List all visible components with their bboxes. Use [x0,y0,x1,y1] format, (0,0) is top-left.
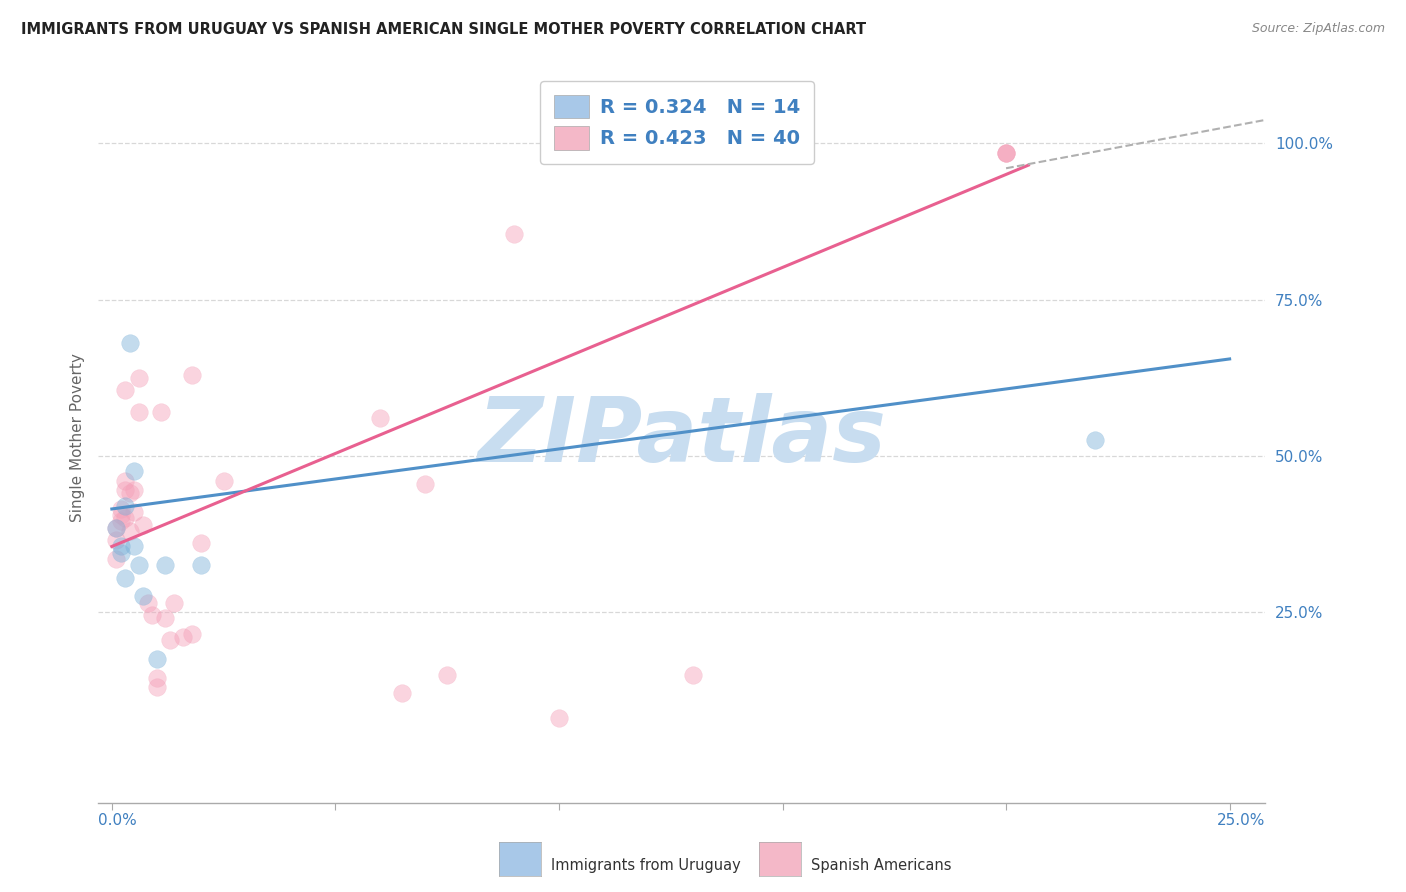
Point [136,596,159,610]
Point [155,558,177,573]
Point [145,671,167,685]
Text: Source: ZipAtlas.com: Source: ZipAtlas.com [1251,22,1385,36]
Point [118,524,141,538]
Text: Spanish Americans: Spanish Americans [811,858,952,872]
Point [118,336,141,351]
Text: 0.0%: 0.0% [98,814,138,829]
Point [141,608,163,623]
Point [114,511,136,525]
Point [368,411,391,425]
Point [190,558,212,573]
Point [172,630,194,644]
Point [110,508,132,523]
Point [110,546,132,560]
Point [105,521,128,535]
Point [413,477,436,491]
Point [163,596,186,610]
Point [682,667,704,681]
Point [128,370,150,384]
Point [181,627,204,641]
Text: ZIPatlas: ZIPatlas [478,393,886,481]
Point [128,558,150,573]
Point [114,499,136,513]
Point [118,486,141,500]
Point [114,571,136,585]
Text: IMMIGRANTS FROM URUGUAY VS SPANISH AMERICAN SINGLE MOTHER POVERTY CORRELATION CH: IMMIGRANTS FROM URUGUAY VS SPANISH AMERI… [21,22,866,37]
Point [995,145,1018,160]
Point [114,474,136,488]
Point [155,611,177,625]
Point [1084,434,1107,448]
Point [105,552,128,566]
Point [122,505,145,519]
Point [181,368,204,382]
Point [114,483,136,498]
Point [128,405,150,419]
Point [995,145,1018,160]
Point [995,145,1018,160]
Point [122,483,145,498]
Legend: R = 0.324   N = 14, R = 0.423   N = 40: R = 0.324 N = 14, R = 0.423 N = 40 [540,81,814,163]
Point [145,680,167,694]
Text: Immigrants from Uruguay: Immigrants from Uruguay [551,858,741,872]
Point [132,517,155,532]
Point [110,540,132,554]
Point [105,533,128,548]
Point [436,667,458,681]
Point [159,633,181,648]
Y-axis label: Single Mother Poverty: Single Mother Poverty [69,352,84,522]
Point [110,515,132,529]
Point [391,686,413,700]
Point [548,711,571,725]
Point [150,405,173,419]
Point [122,465,145,479]
Point [110,502,132,516]
Point [114,383,136,397]
Point [212,474,235,488]
Point [145,652,167,666]
Point [190,536,212,550]
Text: 25.0%: 25.0% [1218,814,1265,829]
Point [503,227,526,241]
Point [105,521,128,535]
Point [132,590,155,604]
Point [122,540,145,554]
